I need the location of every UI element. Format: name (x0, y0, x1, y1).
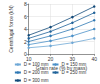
svg-text:D = 250 mm: D = 250 mm (62, 70, 87, 75)
svg-text:40: 40 (91, 56, 97, 62)
svg-text:D = 200 mm: D = 200 mm (24, 70, 49, 75)
svg-text:0: 0 (23, 51, 27, 57)
svg-text:6: 6 (24, 14, 27, 20)
svg-text:2: 2 (24, 39, 27, 45)
svg-text:D = 300 mm: D = 300 mm (24, 78, 49, 83)
svg-text:8: 8 (24, 1, 27, 7)
svg-text:10: 10 (26, 56, 32, 62)
svg-text:30: 30 (70, 56, 76, 62)
svg-text:Centrifugal force (kN): Centrifugal force (kN) (8, 5, 14, 53)
svg-text:20: 20 (48, 56, 54, 62)
svg-text:D = 100 mm: D = 100 mm (24, 62, 49, 67)
svg-text:4: 4 (24, 26, 27, 32)
svg-text:D = 150 mm: D = 150 mm (62, 62, 87, 67)
